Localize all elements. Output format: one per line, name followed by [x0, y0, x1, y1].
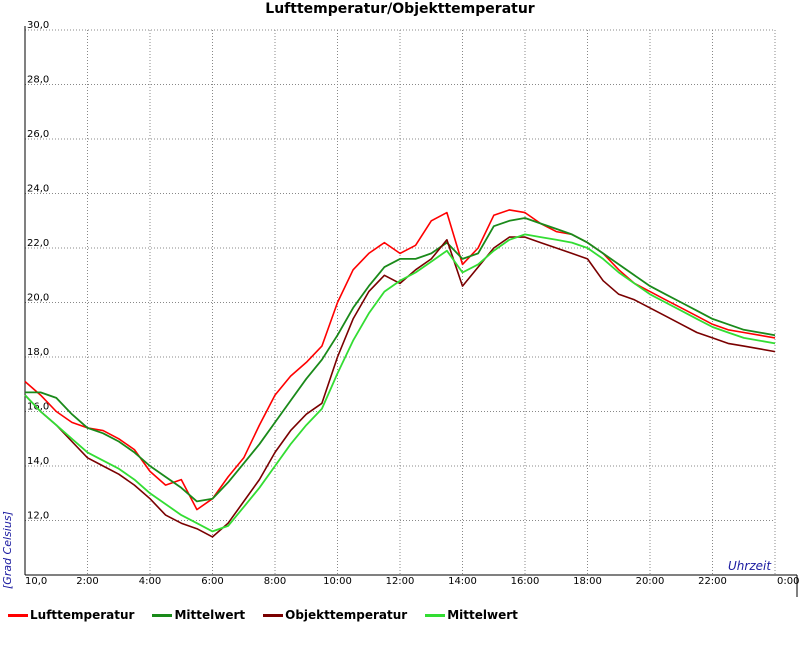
legend: Lufttemperatur Mittelwert Objekttemperatur…	[8, 608, 536, 622]
axes	[24, 26, 798, 597]
y-tick-label: 28,0	[27, 75, 49, 86]
legend-label: Objekttemperatur	[285, 608, 408, 622]
y-tick-label: 18,0	[27, 347, 49, 358]
series-line-2	[25, 217, 776, 503]
x-tick-label: 4:00	[139, 576, 161, 587]
y-tick-label: 26,0	[27, 129, 49, 140]
x-axis-label: Uhrzeit	[728, 559, 772, 573]
x-tick-label: 12:00	[386, 576, 415, 587]
chart-title: Lufttemperatur/Objekttemperatur	[265, 1, 535, 17]
y-tick-label: 30,0	[27, 20, 49, 31]
x-tick-label: 8:00	[264, 576, 286, 587]
y-tick-label: 16,0	[27, 402, 49, 413]
x-tick-label: 2:00	[76, 576, 98, 587]
series-line-3	[24, 236, 776, 538]
series-lines	[24, 209, 776, 538]
legend-item: Lufttemperatur	[8, 608, 134, 622]
x-tick-label: 0:00	[777, 576, 799, 587]
y-axis-label: [Grad Celsius]	[1, 511, 14, 589]
legend-swatch	[263, 613, 284, 617]
x-tick-label: 10:00	[323, 576, 352, 587]
legend-swatch	[8, 613, 28, 617]
series-line-1	[24, 209, 776, 511]
y-tick-label: 20,0	[27, 293, 49, 304]
series-line-4	[24, 233, 776, 533]
y-tick-label: 12,0	[27, 511, 49, 522]
x-tick-label: 10,0	[25, 576, 47, 587]
y-tick-label: 24,0	[27, 184, 49, 195]
x-tick-label: 20:00	[636, 576, 665, 587]
legend-item: Objekttemperatur	[263, 608, 407, 622]
legend-item: Mittelwert	[425, 608, 518, 622]
grid	[25, 29, 776, 575]
legend-label: Mittelwert	[174, 608, 246, 622]
legend-label: Lufttemperatur	[30, 608, 135, 622]
legend-swatch	[152, 613, 173, 617]
x-tick-label: 6:00	[201, 576, 223, 587]
legend-label: Mittelwert	[447, 608, 518, 622]
tick-labels: 12,0 14,0 16,0 18,0 20,0 22,0 24,0 26,0 28,0 30,0…	[25, 20, 799, 587]
legend-swatch	[425, 613, 446, 617]
legend-item: Mittelwert	[152, 608, 245, 622]
y-tick-label: 14,0	[27, 456, 49, 467]
x-tick-label: 22:00	[698, 576, 727, 587]
x-tick-label: 16:00	[511, 576, 540, 587]
x-tick-label: 18:00	[573, 576, 602, 587]
x-tick-label: 14:00	[448, 576, 477, 587]
y-tick-label: 22,0	[27, 238, 49, 249]
